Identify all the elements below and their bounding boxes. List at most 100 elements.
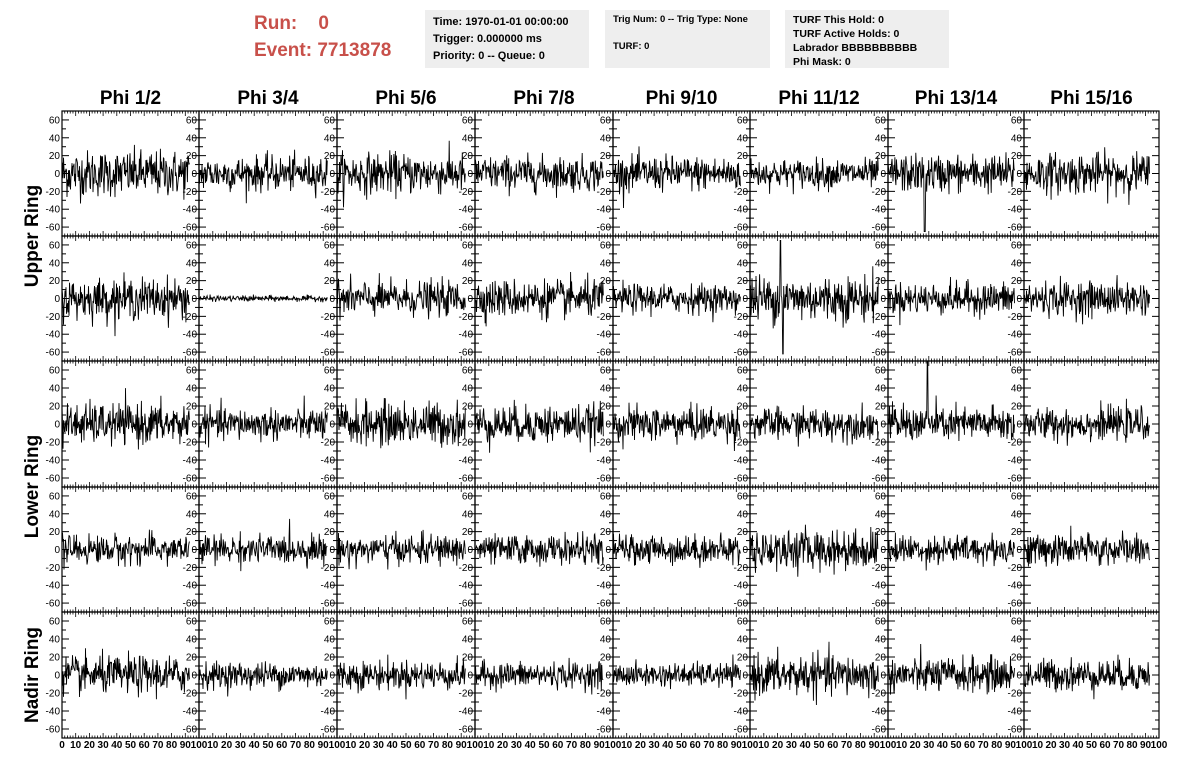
run-label: Run: <box>254 13 298 34</box>
ytick-label: 40 <box>462 509 474 520</box>
ytick-label: -40 <box>872 456 887 467</box>
ytick-label: 20 <box>324 402 336 413</box>
ytick-label: 0 <box>1016 545 1022 556</box>
ytick-label: -20 <box>321 438 336 449</box>
waveform-r1-c8 <box>1023 147 1150 205</box>
ytick-label: -60 <box>459 223 474 234</box>
ytick-label: 60 <box>324 491 336 502</box>
ytick-label: -40 <box>459 330 474 341</box>
ytick-label: -20 <box>734 563 749 574</box>
ytick-label: -40 <box>321 581 336 592</box>
ytick-label: 0 <box>467 169 473 180</box>
waveform-r1-c7 <box>887 152 1015 232</box>
ytick-label: 60 <box>49 617 61 628</box>
ytick-label: -20 <box>597 438 612 449</box>
waveform-r3-c2 <box>198 395 328 448</box>
ytick-label: 0 <box>329 671 335 682</box>
ytick-label: -40 <box>183 707 198 718</box>
ytick-label: 0 <box>880 545 886 556</box>
column-header-6: Phi 11/12 <box>778 88 859 109</box>
waveform-r3-c4 <box>474 399 604 453</box>
ytick-label: 20 <box>600 151 612 162</box>
waveform-r4-c2 <box>198 518 328 572</box>
run-row: Run: 0 <box>254 10 391 37</box>
ytick-label: 40 <box>737 258 749 269</box>
ytick-label: -60 <box>1008 223 1023 234</box>
ytick-label: -40 <box>46 456 61 467</box>
ytick-label: -40 <box>734 330 749 341</box>
ytick-label: 0 <box>191 294 197 305</box>
ytick-label: 0 <box>1016 294 1022 305</box>
ytick-label: -60 <box>321 348 336 359</box>
waveform-r3-c5 <box>612 401 741 452</box>
ytick-label: 20 <box>49 653 61 664</box>
ring-label-3: Nadir Ring <box>22 627 43 723</box>
ytick-label: -60 <box>321 725 336 736</box>
turf-info-box: TURF This Hold: 0 TURF Active Holds: 0 L… <box>785 10 949 68</box>
ytick-label: -60 <box>1008 599 1023 610</box>
ytick-label: 40 <box>875 258 887 269</box>
ytick-label: 40 <box>737 384 749 395</box>
ytick-label: 20 <box>600 402 612 413</box>
waveform-r2-c7 <box>887 276 1015 326</box>
ytick-label: -20 <box>597 563 612 574</box>
ytick-label: -60 <box>46 223 61 234</box>
ytick-label: 60 <box>875 115 887 126</box>
ytick-label: 0 <box>329 420 335 431</box>
waveform-r4-c6 <box>749 524 879 577</box>
ytick-label: -60 <box>734 474 749 485</box>
ytick-label: -20 <box>734 312 749 323</box>
ytick-label: -40 <box>183 330 198 341</box>
waveform-r4-c3 <box>336 529 466 570</box>
ytick-label: 0 <box>605 545 611 556</box>
ytick-label: 60 <box>324 617 336 628</box>
ytick-label: -40 <box>183 581 198 592</box>
waveform-r1-c2 <box>198 149 328 204</box>
ytick-label: -40 <box>321 330 336 341</box>
ytick-label: 20 <box>49 276 61 287</box>
ytick-label: 0 <box>54 169 60 180</box>
ytick-label: -40 <box>46 330 61 341</box>
ytick-label: -40 <box>734 456 749 467</box>
ytick-label: 60 <box>875 491 887 502</box>
ytick-label: 0 <box>467 545 473 556</box>
run-value: 0 <box>318 13 329 34</box>
waveform-r3-c8 <box>1023 398 1150 446</box>
ytick-label: -60 <box>183 223 198 234</box>
turf-hold-text: TURF This Hold: 0 <box>793 14 884 26</box>
ytick-label: 60 <box>1011 491 1023 502</box>
ytick-label: 40 <box>49 384 61 395</box>
ytick-label: 20 <box>324 527 336 538</box>
ytick-label: 0 <box>54 420 60 431</box>
ytick-label: 60 <box>1011 115 1023 126</box>
ytick-label: 0 <box>1016 169 1022 180</box>
waveform-r2-c8 <box>1023 275 1150 325</box>
ytick-label: -60 <box>183 348 198 359</box>
ytick-label: 20 <box>186 276 198 287</box>
ytick-label: 20 <box>600 527 612 538</box>
ytick-label: 20 <box>737 151 749 162</box>
ytick-label: 40 <box>462 133 474 144</box>
ytick-label: -40 <box>1008 205 1023 216</box>
waveform-r3-c1 <box>61 388 190 450</box>
ytick-label: -40 <box>1008 330 1023 341</box>
ytick-label: 40 <box>875 384 887 395</box>
ytick-label: -60 <box>321 599 336 610</box>
ytick-label: -20 <box>459 563 474 574</box>
ytick-label: 60 <box>1011 240 1023 251</box>
ytick-label: 60 <box>462 115 474 126</box>
ytick-label: 0 <box>467 294 473 305</box>
event-value: 7713878 <box>317 40 392 61</box>
ytick-label: -40 <box>46 581 61 592</box>
column-header-2: Phi 3/4 <box>237 88 299 109</box>
ytick-label: 20 <box>49 527 61 538</box>
ytick-label: 40 <box>600 258 612 269</box>
ytick-label: 60 <box>737 491 749 502</box>
waveform-r3-c6 <box>749 402 879 447</box>
waveform-r1-c4 <box>474 152 604 198</box>
ytick-label: 60 <box>1011 366 1023 377</box>
waveform-r3-c3 <box>336 397 466 449</box>
ytick-label: 40 <box>462 258 474 269</box>
ytick-label: -60 <box>321 474 336 485</box>
